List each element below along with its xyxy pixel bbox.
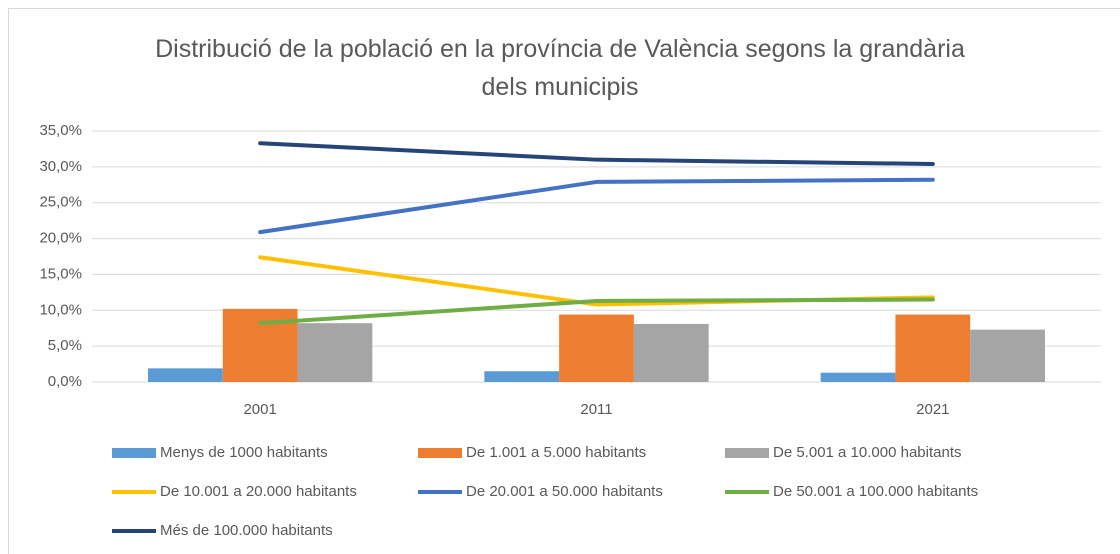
y-tick-label: 35,0%: [39, 122, 82, 139]
legend-label: Menys de 1000 habitants: [160, 444, 328, 461]
legend-swatch: [725, 448, 769, 458]
x-tick-label: 2021: [916, 401, 949, 418]
y-tick-label: 10,0%: [39, 301, 82, 318]
bar: [633, 323, 709, 382]
x-tick-label: 2011: [580, 401, 612, 418]
bar: [820, 372, 896, 382]
legend-label: De 1.001 a 5.000 habitants: [466, 444, 646, 461]
legend-label: De 10.001 a 20.000 habitants: [160, 483, 357, 500]
legend-swatch: [418, 448, 462, 458]
y-tick-label: 20,0%: [39, 230, 82, 247]
legend-label: De 20.001 a 50.000 habitants: [466, 483, 663, 500]
legend-label: De 5.001 a 10.000 habitants: [773, 444, 961, 461]
line: [258, 297, 935, 326]
line: [258, 177, 935, 235]
legend-label: Més de 100.000 habitants: [160, 522, 333, 539]
y-tick-label: 30,0%: [39, 158, 82, 175]
bar: [297, 323, 373, 382]
chart-title: Distribució de la població en la provínc…: [155, 35, 965, 101]
bar: [559, 314, 634, 382]
legend-swatch: [112, 448, 156, 458]
y-tick-label: 0,0%: [48, 373, 82, 390]
x-tick-label: 2001: [243, 401, 276, 418]
bar: [895, 314, 971, 382]
y-tick-label: 25,0%: [39, 194, 82, 211]
bar: [484, 371, 560, 382]
bar: [970, 329, 1046, 382]
y-tick-label: 5,0%: [48, 337, 82, 354]
line: [258, 255, 935, 307]
line: [258, 141, 935, 166]
bar: [147, 368, 223, 382]
chart-border: [8, 8, 1120, 554]
y-tick-label: 15,0%: [39, 265, 82, 282]
legend-label: De 50.001 a 100.000 habitants: [773, 483, 978, 500]
